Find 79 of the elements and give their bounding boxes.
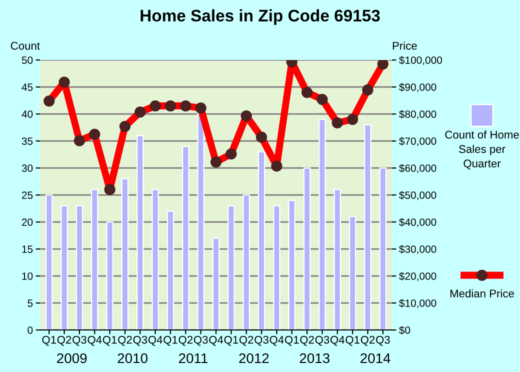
x-tick-label: Q3 xyxy=(315,336,330,346)
y-tick-label: 50 xyxy=(22,56,33,64)
x-tick-label: Q1 xyxy=(284,336,299,346)
bar xyxy=(91,189,98,330)
y2-tick-label: $0 xyxy=(399,326,410,334)
y2-tick-label: $80,000 xyxy=(399,110,436,120)
bar xyxy=(212,238,220,330)
y2-axis-title: Price xyxy=(392,42,417,50)
x-tick-label: Q4 xyxy=(330,336,344,346)
bar xyxy=(242,194,250,330)
y-tick-label: 5 xyxy=(28,300,33,307)
bar xyxy=(182,146,190,330)
y-axis-title: Count xyxy=(10,42,40,50)
x-tick-label: Q2 xyxy=(360,336,375,346)
bar xyxy=(228,205,235,330)
y2-tick-label: $10,000 xyxy=(399,299,436,308)
y-tick-label: 10 xyxy=(22,272,33,280)
bar xyxy=(334,189,341,330)
bar xyxy=(106,221,114,330)
bar xyxy=(136,135,144,330)
x-tick-label: Q2 xyxy=(178,336,193,346)
text: 2011 xyxy=(179,353,208,364)
text: 2010 xyxy=(118,353,148,364)
x-tick-label: Q2 xyxy=(300,336,314,346)
x-tick-label: Q3 xyxy=(72,336,86,346)
y-tick-label: 0 xyxy=(28,326,33,334)
x-tick-label: Q4 xyxy=(270,336,284,346)
x-tick-label: Q1 xyxy=(164,336,178,346)
x-tick-label: Q4 xyxy=(148,336,162,346)
bar xyxy=(379,167,386,330)
y-tick-label: 30 xyxy=(22,164,33,172)
x-tick-label: Q1 xyxy=(224,336,238,346)
x-tick-label: Q4 xyxy=(88,336,102,346)
bar xyxy=(46,194,53,330)
bar xyxy=(121,178,129,330)
y2-tick-label: $90,000 xyxy=(399,83,436,92)
bar xyxy=(258,151,266,330)
bar xyxy=(76,205,84,330)
y2-tick-label: $20,000 xyxy=(399,272,436,282)
y2-tick-label: $100,000 xyxy=(399,56,442,66)
y2-tick-label: $70,000 xyxy=(399,137,436,146)
bar xyxy=(364,124,372,330)
x-tick-label: Q1 xyxy=(42,336,56,346)
x-tick-label: Q3 xyxy=(133,336,148,346)
text: 2009 xyxy=(57,353,87,364)
bar xyxy=(288,200,296,330)
x-tick-label: Q1 xyxy=(346,336,360,346)
bar xyxy=(273,205,280,330)
x-tick-label: Q3 xyxy=(376,336,390,346)
bar xyxy=(348,216,356,330)
bar xyxy=(60,205,68,330)
bar xyxy=(166,210,174,330)
legend-label: Count of Home Sales per Quarter xyxy=(445,130,519,170)
text: 2014 xyxy=(360,353,390,364)
bar xyxy=(303,167,311,330)
x-tick-label: Q2 xyxy=(57,336,72,346)
bar xyxy=(197,113,204,330)
bar xyxy=(318,118,326,330)
y2-tick-label: $40,000 xyxy=(399,218,436,228)
x-tick-label: Q2 xyxy=(118,336,132,346)
y2-tick-label: $30,000 xyxy=(399,245,436,254)
legend-label: Median Price xyxy=(450,289,514,298)
y2-tick-label: $60,000 xyxy=(399,164,436,174)
text: 2013 xyxy=(300,353,330,364)
y-tick-label: 45 xyxy=(22,84,33,91)
x-tick-label: Q3 xyxy=(254,336,268,346)
x-tick-label: Q2 xyxy=(239,336,254,346)
y-tick-label: 20 xyxy=(22,218,33,226)
text: 2012 xyxy=(239,353,269,364)
y-tick-label: 15 xyxy=(22,246,33,253)
x-tick-label: Q4 xyxy=(209,336,224,346)
y-tick-label: 40 xyxy=(22,110,33,118)
chart-title: Home Sales in Zip Code 69153 xyxy=(140,9,380,25)
y-tick-label: 25 xyxy=(22,192,33,199)
x-tick-label: Q3 xyxy=(194,336,208,346)
y2-tick-label: $50,000 xyxy=(399,191,436,200)
y-tick-label: 35 xyxy=(22,138,33,145)
bar xyxy=(152,189,159,330)
x-tick-label: Q1 xyxy=(102,336,117,346)
